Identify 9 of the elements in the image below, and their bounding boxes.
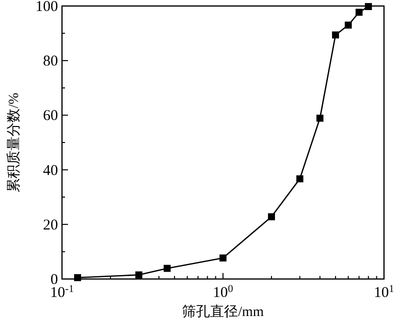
y-tick-label: 40 (43, 162, 58, 179)
x-axis-title: 筛孔直径/mm (182, 304, 264, 320)
y-tick-label: 60 (43, 108, 58, 124)
y-axis-title: 累积质量分数/% (6, 92, 22, 192)
x-tick-label: 10$^{1}$ (374, 284, 394, 301)
y-tick-label: 20 (43, 217, 58, 234)
x-tick-label: 10$^{0}$ (212, 284, 234, 301)
y-tick-label: 80 (43, 54, 58, 70)
y-tick-label: 100 (36, 0, 58, 15)
